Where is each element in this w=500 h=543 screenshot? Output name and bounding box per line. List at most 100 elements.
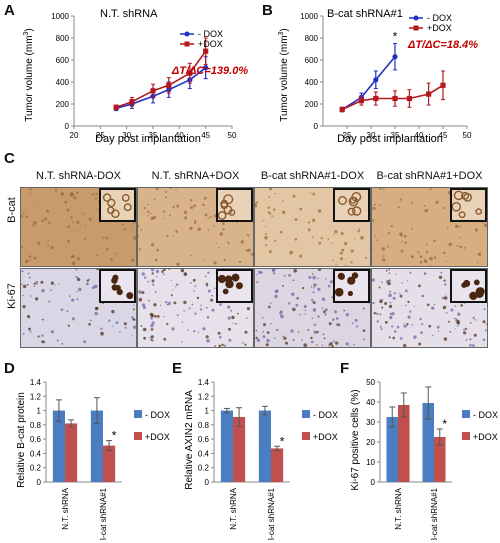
texture-dot [336, 317, 339, 320]
chart-d-legend: - DOX +DOX [134, 410, 170, 442]
y-tick-label: 1 [205, 407, 210, 416]
bar [271, 448, 284, 482]
y-tick-label: 1.4 [30, 378, 42, 387]
texture-dot [171, 327, 175, 331]
micrograph [137, 268, 254, 348]
texture-dot [413, 305, 416, 308]
texture-dot [48, 300, 51, 303]
texture-dot [207, 217, 209, 219]
legend-f-plus-swatch [462, 432, 470, 440]
y-tick-label: 0 [65, 122, 70, 131]
inset-cell [469, 291, 478, 300]
texture-dot [362, 329, 366, 332]
texture-dot [477, 262, 479, 264]
texture-dot [483, 223, 487, 228]
texture-dot [282, 335, 284, 337]
texture-dot [391, 312, 395, 316]
texture-dot [406, 323, 409, 326]
chart-e-ylabel: Relative AXIN2 mRNA [184, 390, 195, 490]
texture-dot [318, 241, 322, 245]
texture-dot [407, 315, 411, 319]
texture-dot [163, 210, 166, 213]
data-point [406, 95, 412, 102]
texture-dot [283, 274, 286, 277]
texture-dot [41, 289, 45, 293]
y-tick-label: 0.8 [30, 421, 42, 430]
legend-f-minus: - DOX [473, 410, 498, 420]
texture-dot [33, 220, 37, 225]
texture-dot [255, 204, 258, 208]
legend-f-plus: +DOX [473, 432, 498, 442]
texture-dot [336, 323, 339, 327]
texture-dot [294, 218, 298, 221]
x-tick-label: 50 [463, 131, 472, 140]
texture-dot [328, 322, 332, 326]
texture-dot [32, 224, 35, 227]
texture-dot [183, 210, 187, 214]
texture-dot [324, 313, 327, 316]
texture-dot [217, 247, 220, 249]
micrograph-texture [138, 188, 253, 266]
texture-dot [374, 203, 376, 206]
texture-dot [140, 229, 143, 231]
texture-dot [50, 281, 54, 285]
texture-dot [77, 257, 80, 261]
texture-dot [33, 285, 35, 287]
texture-dot [288, 273, 291, 277]
texture-dot [384, 302, 388, 305]
texture-dot [373, 312, 376, 315]
texture-dot [256, 274, 258, 276]
texture-dot [265, 244, 268, 246]
texture-dot [163, 315, 165, 318]
texture-dot [272, 272, 276, 275]
texture-dot [219, 335, 222, 339]
texture-dot [381, 281, 383, 283]
texture-dot [41, 219, 45, 222]
texture-dot [106, 247, 109, 251]
legend-d-minus-swatch [134, 410, 142, 418]
texture-dot [30, 295, 32, 297]
micrograph-inset-texture [335, 272, 359, 297]
texture-dot [474, 319, 477, 321]
texture-dot [378, 286, 381, 289]
texture-dot [317, 287, 321, 291]
chart-d-ylabel: Relative B-cat protein [16, 392, 27, 488]
texture-dot [223, 344, 226, 347]
texture-dot [354, 318, 358, 322]
texture-dot [29, 192, 32, 195]
texture-dot [389, 312, 392, 315]
texture-dot [60, 192, 64, 196]
texture-dot [274, 294, 278, 299]
texture-dot [172, 289, 174, 291]
texture-dot [47, 239, 49, 242]
texture-dot [340, 232, 344, 235]
texture-dot [358, 228, 361, 231]
texture-dot [223, 259, 226, 262]
micrograph-inset-texture [102, 193, 132, 219]
texture-dot [54, 189, 58, 192]
texture-dot [71, 221, 74, 224]
x-tick-label: 25 [343, 131, 352, 140]
texture-dot [445, 294, 447, 296]
texture-dot [203, 196, 207, 200]
texture-dot [379, 204, 381, 207]
texture-dot [191, 304, 193, 306]
inset-cell [223, 194, 234, 205]
texture-dot [22, 305, 26, 309]
texture-dot [88, 322, 91, 326]
texture-dot [189, 226, 193, 230]
data-point [426, 91, 432, 97]
texture-dot [324, 308, 328, 312]
texture-dot [148, 299, 150, 302]
x-tick-label: 40 [415, 131, 424, 140]
texture-dot [280, 314, 282, 317]
texture-dot [295, 303, 299, 307]
texture-dot [151, 243, 155, 247]
texture-dot [271, 215, 273, 217]
micrograph [371, 187, 488, 267]
texture-dot [96, 254, 98, 257]
texture-dot [340, 257, 343, 261]
c-header-4: B-cat shRNA#1+DOX [376, 170, 483, 182]
texture-dot [72, 261, 76, 266]
texture-dot [268, 188, 272, 191]
